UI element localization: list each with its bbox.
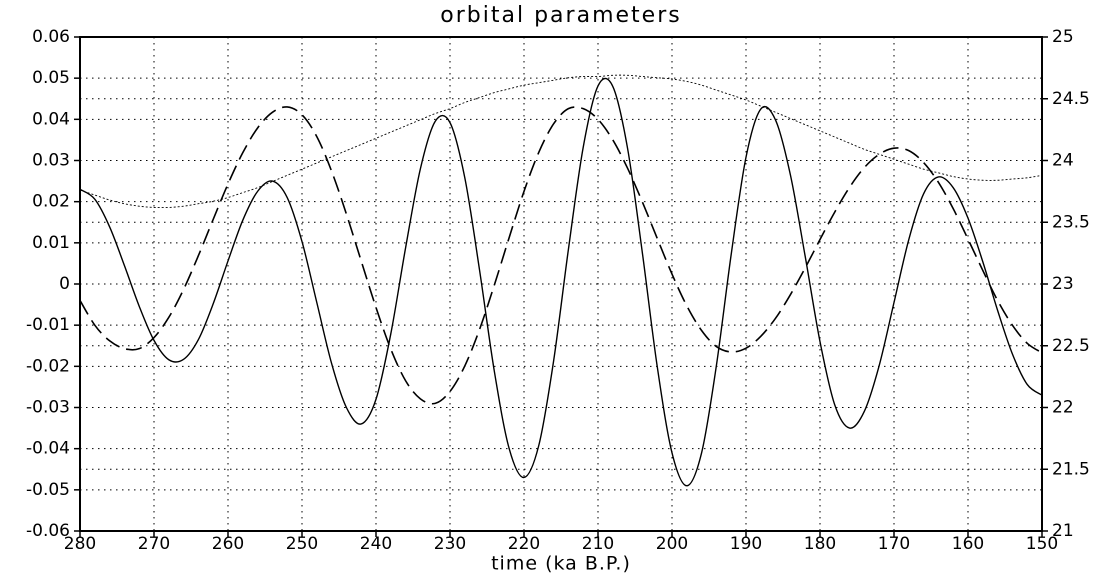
series-line [79, 106, 1043, 405]
y-tick-label: -0.02 [26, 356, 70, 376]
y2-tick-label: 21.5 [1052, 459, 1090, 479]
y-tick-label: -0.01 [26, 315, 70, 335]
y-tick-label: 0.03 [32, 151, 70, 171]
y2-tick-label: 23.5 [1052, 212, 1090, 232]
y-tick-label: 0.04 [32, 109, 70, 129]
y-tick-label: -0.03 [26, 398, 70, 418]
x-tick-label: 200 [656, 534, 688, 554]
x-tick-label: 150 [1026, 534, 1058, 554]
y2-tick-label: 22.5 [1052, 336, 1090, 356]
x-tick-label: 240 [360, 534, 392, 554]
y2-tick-label: 22 [1052, 398, 1074, 418]
x-axis-label: time (ka B.P.) [491, 553, 631, 575]
series-line [79, 74, 1043, 209]
y-tick-label: 0.01 [32, 233, 70, 253]
y2-tick-label: 23 [1052, 274, 1074, 294]
y-tick-label: 0 [59, 274, 70, 294]
x-tick-label: 230 [434, 534, 466, 554]
plot-frame [79, 36, 1043, 532]
chart-title: orbital parameters [440, 3, 681, 28]
x-tick-label: 220 [508, 534, 540, 554]
x-tick-label: 280 [64, 534, 96, 554]
x-tick-label: 160 [952, 534, 984, 554]
y-tick-label: -0.06 [26, 521, 70, 541]
x-tick-label: 260 [212, 534, 244, 554]
x-tick-label: 250 [286, 534, 318, 554]
y-tick-label: -0.05 [26, 480, 70, 500]
y-tick-label: -0.04 [26, 439, 70, 459]
x-tick-label: 180 [804, 534, 836, 554]
series-line [79, 77, 1043, 487]
y-tick-label: 0.06 [32, 27, 70, 47]
x-tick-label: 190 [730, 534, 762, 554]
y-tick-label: 0.02 [32, 192, 70, 212]
y2-tick-label: 24 [1052, 151, 1074, 171]
y2-tick-label: 21 [1052, 521, 1074, 541]
x-tick-label: 170 [878, 534, 910, 554]
x-tick-label: 210 [582, 534, 614, 554]
x-tick-label: 270 [138, 534, 170, 554]
y2-tick-label: 25 [1052, 27, 1074, 47]
y2-tick-label: 24.5 [1052, 89, 1090, 109]
y-tick-label: 0.05 [32, 68, 70, 88]
